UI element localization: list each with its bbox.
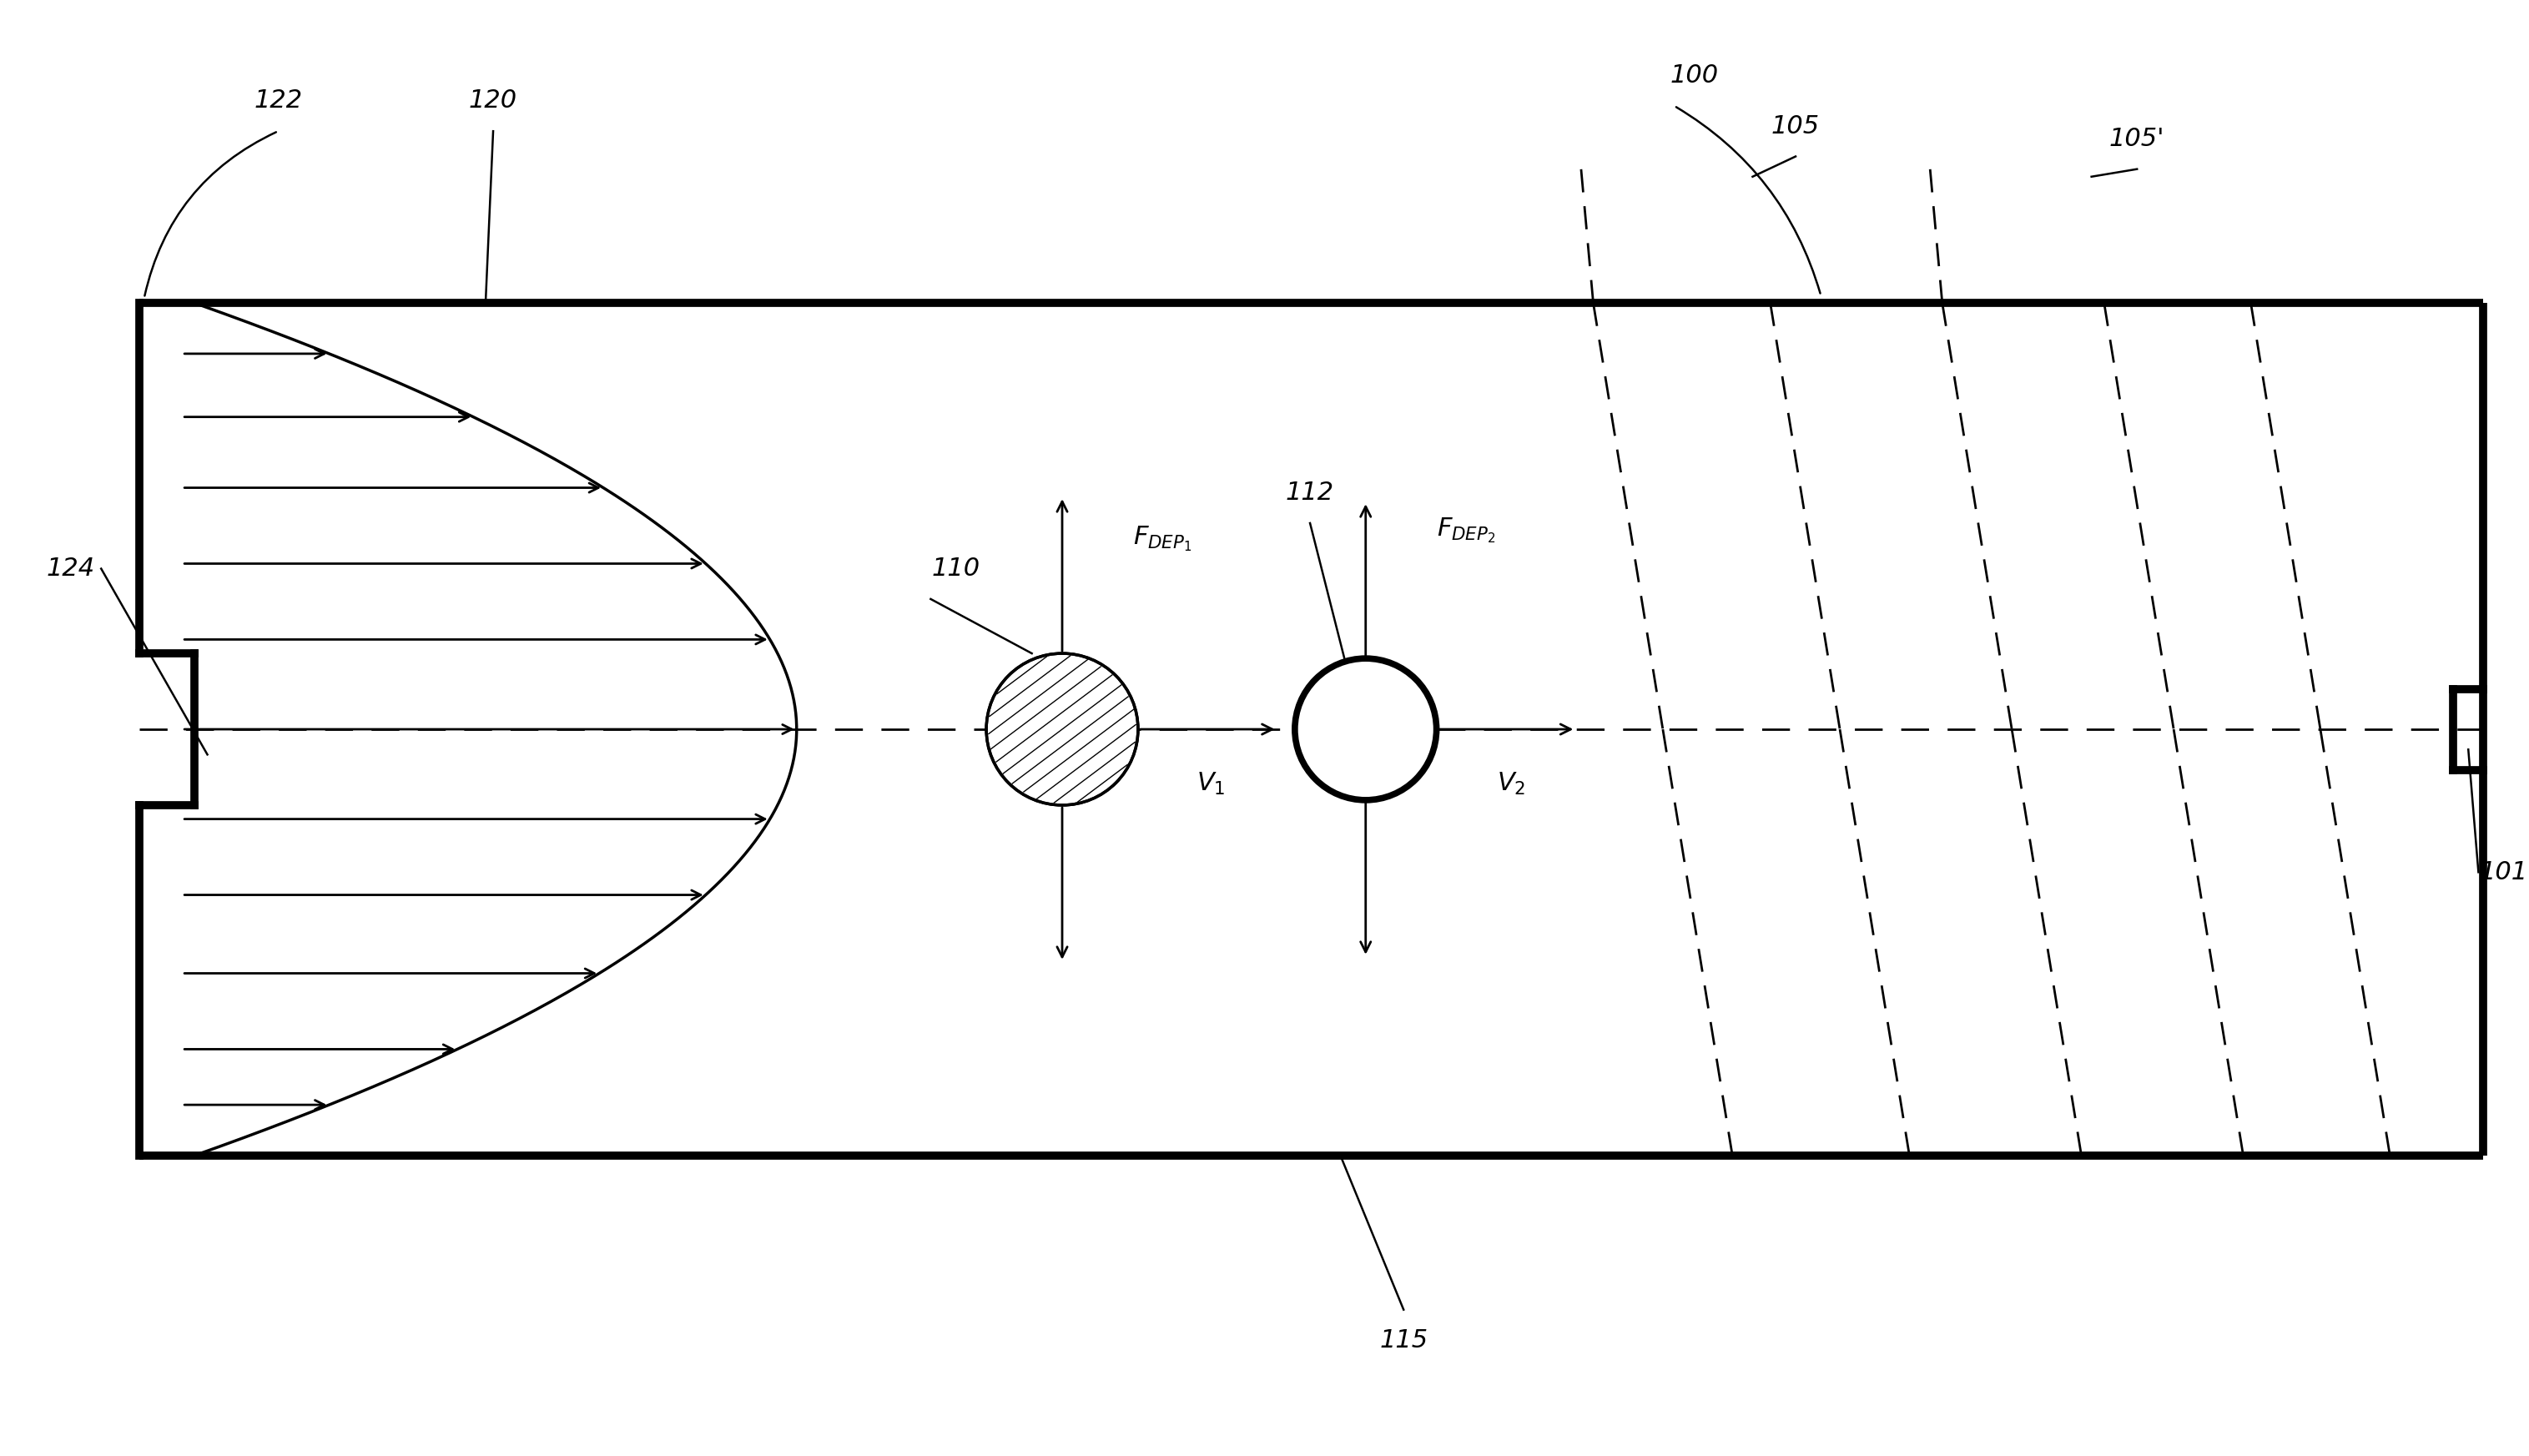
Text: $F_{DEP_1}$: $F_{DEP_1}$ — [1133, 524, 1191, 553]
Text: 115: 115 — [1378, 1328, 1429, 1353]
Text: 120: 120 — [468, 89, 518, 114]
Text: $V_1$: $V_1$ — [1196, 770, 1224, 796]
Text: 124: 124 — [46, 556, 96, 581]
Circle shape — [986, 654, 1138, 805]
Text: 112: 112 — [1285, 480, 1335, 505]
Text: $V_2$: $V_2$ — [1497, 770, 1525, 796]
Text: 110: 110 — [931, 556, 981, 581]
Text: 122: 122 — [253, 89, 303, 114]
Circle shape — [1295, 658, 1436, 801]
Text: 105': 105' — [2109, 127, 2165, 151]
Text: 101: 101 — [2478, 860, 2529, 884]
Text: $F_{DEP_2}$: $F_{DEP_2}$ — [1436, 517, 1495, 545]
Text: 100: 100 — [1669, 64, 1720, 87]
Text: 105: 105 — [1770, 114, 1821, 138]
